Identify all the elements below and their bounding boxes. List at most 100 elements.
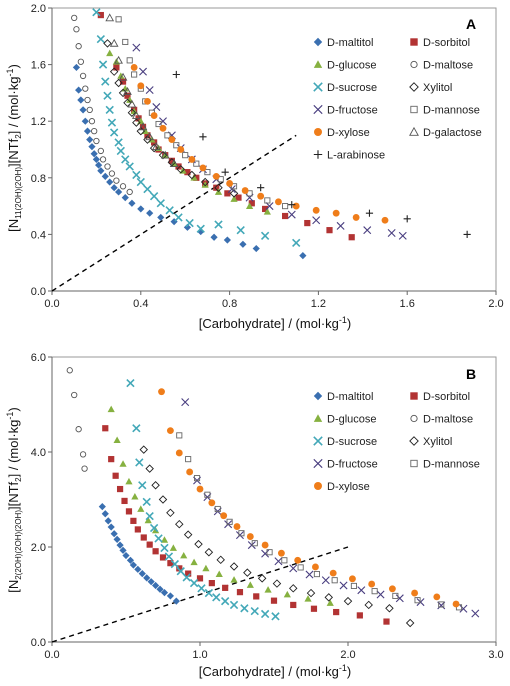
data-point bbox=[168, 136, 176, 144]
data-point bbox=[128, 199, 136, 207]
data-point bbox=[292, 202, 300, 210]
data-point bbox=[146, 541, 153, 548]
data-point bbox=[236, 589, 244, 596]
data-point bbox=[348, 234, 355, 241]
data-point bbox=[306, 588, 316, 598]
data-point bbox=[86, 135, 94, 144]
legend-label: D-maltose bbox=[423, 60, 473, 72]
x-tick-label: 1.0 bbox=[192, 649, 207, 661]
data-point bbox=[326, 599, 334, 606]
data-point bbox=[263, 208, 271, 215]
legend-marker bbox=[313, 37, 323, 47]
data-point bbox=[310, 605, 318, 612]
data-point bbox=[131, 493, 139, 500]
y-tick-label: 0.0 bbox=[31, 637, 46, 649]
data-point bbox=[180, 551, 188, 559]
data-point bbox=[282, 203, 289, 210]
data-point bbox=[197, 584, 206, 593]
data-point bbox=[182, 573, 191, 582]
data-point bbox=[125, 162, 134, 171]
data-point bbox=[193, 160, 200, 167]
data-point bbox=[288, 201, 296, 209]
plot-area-a: 0.0 0.4 0.8 1.2 1.6 2.0 0.0 0.4 0.8 1.2 1.6 2.0 D-ma… bbox=[31, 3, 504, 310]
legend-item-d-galactose: D-galactose bbox=[409, 126, 482, 139]
data-point bbox=[107, 118, 117, 127]
legend-marker bbox=[409, 82, 419, 92]
data-point bbox=[160, 536, 169, 543]
data-point bbox=[134, 565, 142, 573]
data-point bbox=[136, 177, 145, 187]
data-point bbox=[151, 142, 161, 150]
data-point bbox=[122, 551, 130, 560]
data-point bbox=[459, 604, 468, 613]
data-point bbox=[196, 575, 204, 582]
data-point bbox=[238, 530, 245, 537]
data-point bbox=[71, 14, 78, 22]
data-point bbox=[388, 585, 396, 593]
data-point bbox=[235, 194, 242, 201]
legend-marker bbox=[410, 392, 418, 400]
data-point bbox=[365, 209, 374, 217]
data-point bbox=[281, 557, 288, 564]
data-point bbox=[246, 533, 254, 540]
legend-label: D-maltitol bbox=[327, 391, 373, 403]
data-point bbox=[262, 205, 269, 213]
data-point bbox=[145, 132, 155, 141]
data-point bbox=[123, 86, 132, 95]
data-point bbox=[405, 618, 415, 628]
data-point bbox=[116, 485, 124, 493]
data-point bbox=[77, 58, 85, 65]
data-point bbox=[81, 117, 89, 125]
legend-label: D-galactose bbox=[423, 127, 482, 139]
legend-label: D-fructose bbox=[327, 459, 378, 471]
series-d-maltitol bbox=[72, 63, 307, 260]
legend-item-d-maltitol: D-maltitol bbox=[313, 391, 373, 403]
data-point bbox=[158, 150, 168, 160]
data-point bbox=[158, 495, 168, 504]
data-point bbox=[333, 608, 340, 616]
x-axis-label-b: [Carbohydrate] / (mol·kg-1) bbox=[199, 663, 352, 679]
data-point bbox=[149, 192, 159, 201]
data-point bbox=[132, 170, 141, 180]
data-point bbox=[271, 612, 280, 621]
data-point bbox=[176, 565, 183, 572]
data-point bbox=[137, 205, 145, 213]
data-point bbox=[104, 517, 112, 525]
data-point bbox=[113, 64, 120, 71]
data-point bbox=[109, 67, 119, 76]
data-point bbox=[140, 534, 147, 541]
data-point bbox=[305, 570, 314, 579]
data-point bbox=[222, 584, 229, 591]
data-point bbox=[350, 582, 357, 589]
data-point bbox=[283, 590, 291, 598]
data-point bbox=[105, 105, 114, 115]
data-point bbox=[356, 612, 363, 619]
data-point bbox=[96, 34, 106, 44]
data-point bbox=[161, 151, 169, 159]
data-point bbox=[392, 592, 399, 599]
data-point bbox=[127, 99, 137, 108]
data-point bbox=[186, 468, 194, 476]
data-point bbox=[220, 596, 230, 606]
data-point bbox=[167, 560, 174, 567]
data-point bbox=[196, 224, 205, 233]
data-point bbox=[79, 106, 87, 114]
series-xylitol bbox=[103, 39, 239, 198]
data-point bbox=[137, 505, 145, 512]
data-point bbox=[264, 586, 272, 593]
data-point bbox=[110, 184, 118, 192]
data-point bbox=[119, 546, 127, 554]
data-point bbox=[452, 600, 460, 608]
data-point bbox=[233, 523, 241, 530]
data-point bbox=[138, 122, 148, 131]
data-point bbox=[170, 559, 180, 569]
data-point bbox=[98, 60, 108, 69]
data-point bbox=[326, 227, 333, 234]
data-point bbox=[204, 588, 214, 598]
data-point bbox=[313, 571, 320, 578]
data-point bbox=[146, 209, 154, 217]
data-point bbox=[223, 236, 231, 244]
legend-label: D-sucrose bbox=[327, 436, 377, 448]
data-point bbox=[101, 510, 109, 518]
